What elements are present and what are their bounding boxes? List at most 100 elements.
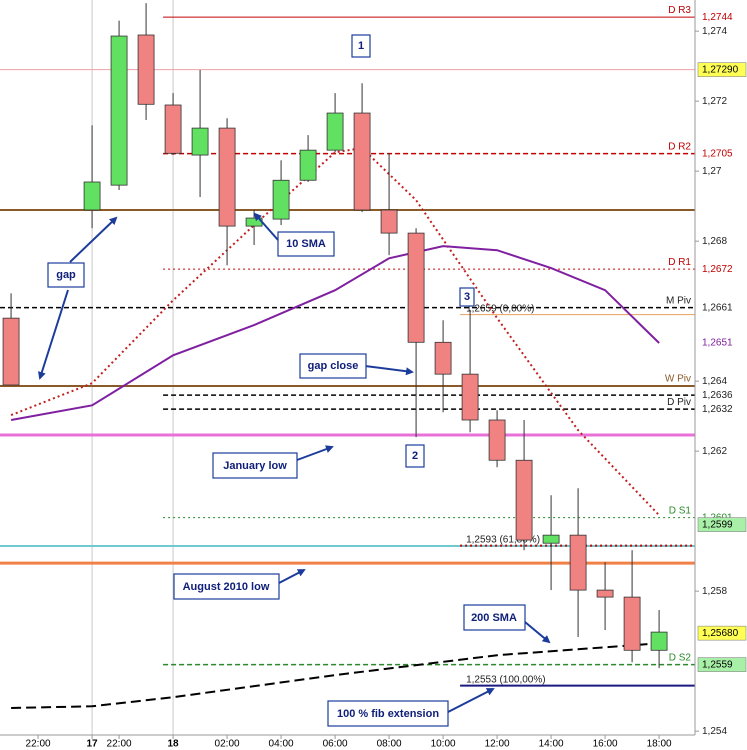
- fib-label: 1,2553 (100,00%): [466, 674, 546, 685]
- arrow: [278, 569, 306, 584]
- annotation: gap: [47, 262, 85, 288]
- x-tick-label: 12:00: [485, 739, 510, 750]
- annotation: 10 SMA: [277, 231, 335, 257]
- svg-text:2: 2: [412, 450, 418, 462]
- price-tag: [697, 657, 747, 672]
- price-tag: [697, 625, 747, 641]
- price-label: 1,25680: [702, 628, 739, 639]
- candle-body: [83, 181, 101, 211]
- price-label: 1,2744: [702, 12, 733, 23]
- candle-body: [569, 534, 587, 591]
- annotation: 100 % fib extension: [327, 700, 449, 727]
- x-tick-label: 18:00: [647, 739, 672, 750]
- candle-body: [353, 112, 371, 211]
- svg-text:August 2010 low: August 2010 low: [183, 581, 270, 593]
- price-label: 1,2672: [702, 264, 733, 275]
- svg-text:1: 1: [358, 40, 364, 52]
- svg-text:100 % fib extension: 100 % fib extension: [337, 708, 439, 720]
- candle-body: [2, 317, 20, 386]
- arrow: [296, 445, 334, 461]
- y-tick-label: 1,268: [702, 236, 727, 247]
- price-label: 1,2651: [702, 338, 733, 349]
- svg-text:200 SMA: 200 SMA: [471, 612, 517, 624]
- candle-body: [218, 127, 236, 227]
- y-tick-label: 1,274: [702, 26, 727, 37]
- svg-text:gap close: gap close: [308, 360, 359, 372]
- candle-body: [326, 112, 344, 151]
- x-tick-label: 17: [87, 739, 99, 750]
- x-tick-label: 06:00: [323, 739, 348, 750]
- arrow: [38, 289, 69, 380]
- annotation: 1: [351, 34, 371, 58]
- price-label: 1,2559: [702, 659, 733, 670]
- annotation: January low: [212, 452, 298, 479]
- candle-body: [191, 127, 209, 156]
- annotation: 200 SMA: [463, 604, 526, 631]
- x-tick-label: 14:00: [539, 739, 564, 750]
- x-tick-label: 22:00: [107, 739, 132, 750]
- candle-body: [380, 209, 398, 234]
- svg-text:gap: gap: [56, 269, 76, 281]
- arrow: [364, 365, 414, 376]
- level-name: D S2: [669, 652, 692, 663]
- arrow: [524, 621, 551, 644]
- candle-body: [137, 34, 155, 105]
- fib-label: 1,2659 (0,00%): [466, 303, 534, 314]
- svg-text:10 SMA: 10 SMA: [286, 238, 326, 250]
- indicator-line: [10, 245, 660, 421]
- fib-label: 1,2593 (61,80%): [466, 534, 540, 545]
- level-name: D R2: [668, 141, 691, 152]
- candle-body: [623, 596, 641, 651]
- level-name: D R3: [668, 5, 691, 16]
- price-label: 1,2599: [702, 519, 733, 530]
- svg-text:3: 3: [464, 291, 470, 303]
- level-name: W Piv: [665, 374, 691, 385]
- x-tick-label: 16:00: [593, 739, 618, 750]
- indicator-line: [11, 642, 660, 709]
- candle-body: [650, 631, 668, 651]
- candle-body: [515, 459, 533, 541]
- x-tick-label: 10:00: [431, 739, 456, 750]
- candle-body: [272, 179, 290, 220]
- price-label: 1,2632: [702, 404, 733, 415]
- candle-body: [299, 149, 317, 181]
- price-tag: [697, 517, 747, 532]
- candle-body: [407, 232, 425, 343]
- x-tick-label: 18: [168, 739, 180, 750]
- x-tick-label: 02:00: [215, 739, 240, 750]
- level-name: D S1: [669, 505, 692, 516]
- candle-body: [542, 534, 560, 544]
- x-tick-label: 04:00: [269, 739, 294, 750]
- level-name: M Piv: [666, 295, 691, 306]
- y-tick-label: 1,27: [702, 166, 722, 177]
- annotation: gap close: [299, 353, 367, 379]
- arrow: [69, 216, 118, 263]
- arrow: [447, 688, 495, 713]
- price-label: 1,2705: [702, 148, 733, 159]
- price-label: 1,2636: [702, 390, 733, 401]
- level-name: D Piv: [667, 397, 691, 408]
- annotations: 1 2 3 gap 10 SMA gap close January low A…: [38, 34, 551, 727]
- price-label: 1,27290: [702, 64, 739, 75]
- y-tick-label: 1,258: [702, 586, 727, 597]
- candle-body: [434, 341, 452, 375]
- x-tick-label: 08:00: [377, 739, 402, 750]
- svg-text:January low: January low: [223, 460, 287, 472]
- candle-body: [110, 35, 128, 186]
- y-tick-label: 1,262: [702, 446, 727, 457]
- price-label: 1,2661: [702, 302, 733, 313]
- price-tag: [697, 62, 747, 77]
- annotation: 3: [459, 287, 475, 307]
- annotation: 2: [405, 444, 425, 468]
- arrow: [253, 212, 279, 241]
- candle-body: [488, 419, 506, 461]
- annotation: August 2010 low: [173, 573, 280, 600]
- level-name: D R1: [668, 257, 691, 268]
- y-tick-label: 1,272: [702, 96, 727, 107]
- y-tick-label: 1,254: [702, 726, 727, 737]
- plot-area: D R3 D R2 D R1 M Piv W Piv D Piv D S1 D S2 1,255…: [0, 0, 695, 739]
- candle-body: [164, 104, 182, 154]
- candle-body: [596, 589, 614, 598]
- indicator-line: [10, 147, 660, 516]
